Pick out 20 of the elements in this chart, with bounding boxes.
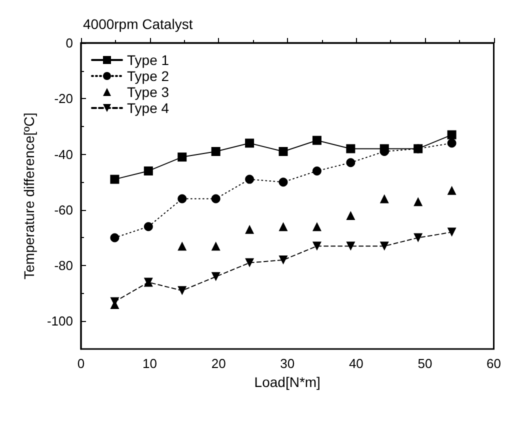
- y-tick-label: 0: [66, 36, 73, 50]
- legend-label: Type 3: [127, 84, 170, 100]
- x-tick-label: 0: [77, 356, 85, 371]
- x-tick-label: 30: [280, 356, 295, 371]
- y-tick-label: -40: [54, 146, 73, 162]
- x-tick-label: 60: [486, 356, 502, 371]
- x-axis-title: Load[N*m]: [254, 374, 320, 390]
- legend-label: Type 2: [127, 68, 170, 84]
- y-tick-label: -60: [54, 202, 73, 218]
- y-axis-title: Temperature difference[ºC]: [21, 112, 38, 280]
- y-tick-label: -20: [54, 91, 73, 106]
- x-tick-label: 20: [211, 356, 226, 371]
- legend-label: Type 1: [127, 52, 170, 68]
- legend-label: Type 4: [127, 100, 170, 116]
- x-tick-label: 10: [142, 356, 158, 371]
- x-tick-label: 50: [418, 356, 432, 371]
- y-tick-label: -80: [54, 258, 73, 274]
- chart-title: 4000rpm Catalyst: [83, 16, 193, 32]
- y-tick-label: -100: [46, 314, 73, 329]
- x-tick-label: 40: [348, 356, 364, 371]
